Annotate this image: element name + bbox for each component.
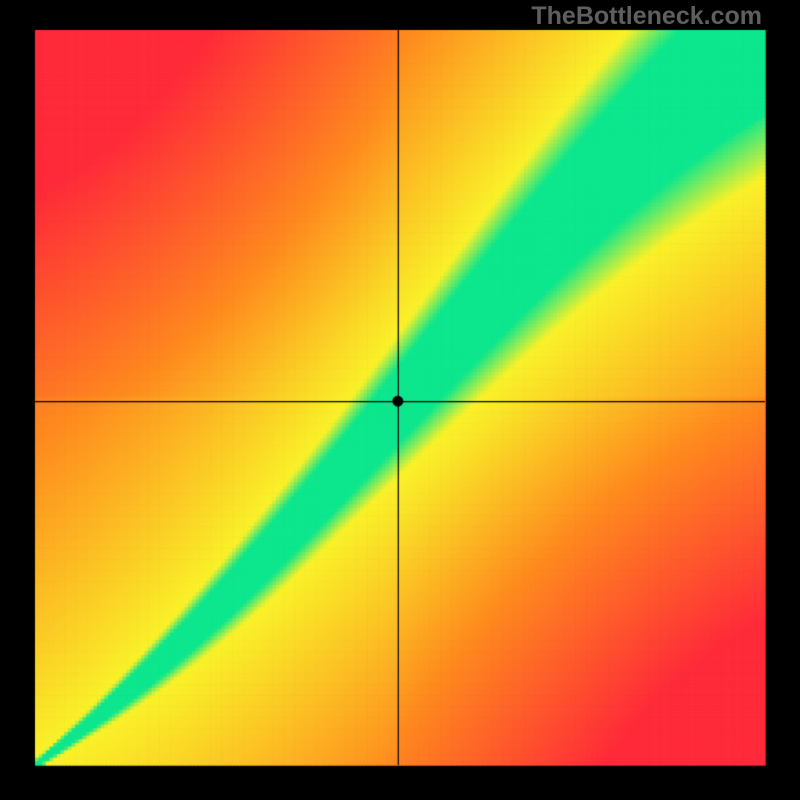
- watermark-text: TheBottleneck.com: [531, 2, 762, 31]
- root: TheBottleneck.com: [0, 0, 800, 800]
- crosshair-overlay: [0, 0, 800, 800]
